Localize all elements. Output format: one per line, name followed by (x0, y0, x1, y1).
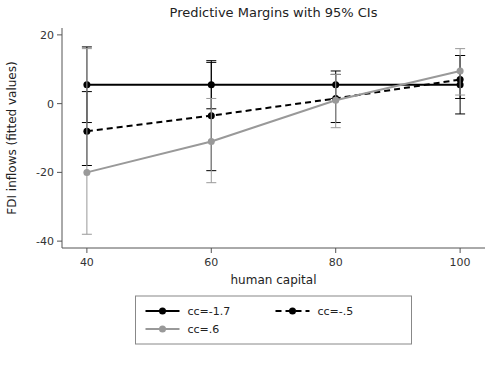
legend-label: cc=-1.7 (188, 305, 231, 318)
y-tick-label: -40 (36, 235, 54, 248)
series-line (87, 71, 460, 172)
y-tick-label: 0 (47, 98, 54, 111)
error-bar-cap (455, 48, 465, 49)
point (332, 97, 339, 104)
x-tick (460, 248, 461, 253)
plot-area (82, 47, 465, 234)
error-bar (82, 49, 92, 235)
x-tick (335, 248, 336, 253)
y-tick (57, 34, 62, 35)
series (82, 49, 465, 235)
series (82, 47, 465, 123)
series (82, 56, 465, 171)
error-bar-cap (82, 46, 92, 47)
legend-box (136, 296, 412, 344)
error-bar-cap (331, 74, 341, 75)
legend-marker (159, 326, 166, 333)
x-tick-label: 80 (329, 256, 343, 269)
y-tick (57, 241, 62, 242)
error-bar-cap (82, 48, 92, 49)
x-tick-label: 100 (450, 256, 471, 269)
series-line (87, 80, 460, 132)
title: Predictive Margins with 95% CIs (170, 5, 378, 20)
y-tick (57, 103, 62, 104)
x-axis (62, 248, 485, 249)
y-tick (57, 172, 62, 173)
x-tick (86, 248, 87, 253)
error-bar-cap (206, 60, 216, 61)
y-tick-label: -20 (36, 166, 54, 179)
error-bar-cap (455, 95, 465, 96)
error-bar-cap (331, 127, 341, 128)
error-bar-stem (86, 49, 87, 235)
point (208, 138, 215, 145)
error-bar-cap (206, 62, 216, 63)
error-bar-cap (206, 182, 216, 183)
error-bar-cap (455, 98, 465, 99)
x-tick (211, 248, 212, 253)
error-bar-cap (455, 113, 465, 114)
legend-label: cc=-.5 (318, 305, 354, 318)
error-bar-cap (331, 70, 341, 71)
y-tick-label: 20 (40, 29, 54, 42)
x-tick-label: 60 (204, 256, 218, 269)
error-bar-cap (206, 98, 216, 99)
x-tick-label: 40 (80, 256, 94, 269)
legend-marker (159, 308, 166, 315)
error-bar-cap (82, 234, 92, 235)
point (83, 169, 90, 176)
y-axis (62, 28, 63, 248)
legend: cc=-1.7 cc=-.5 cc=.6 (136, 296, 412, 344)
chart: Predictive Margins with 95% CIs 40 60 80 100… (0, 0, 500, 365)
point (457, 67, 464, 74)
legend-marker (289, 308, 296, 315)
x-label: human capital (231, 273, 317, 287)
y-label: FDI inflows (fitted values) (5, 61, 19, 214)
error-bar-cap (331, 74, 341, 75)
legend-label: cc=.6 (188, 323, 220, 336)
